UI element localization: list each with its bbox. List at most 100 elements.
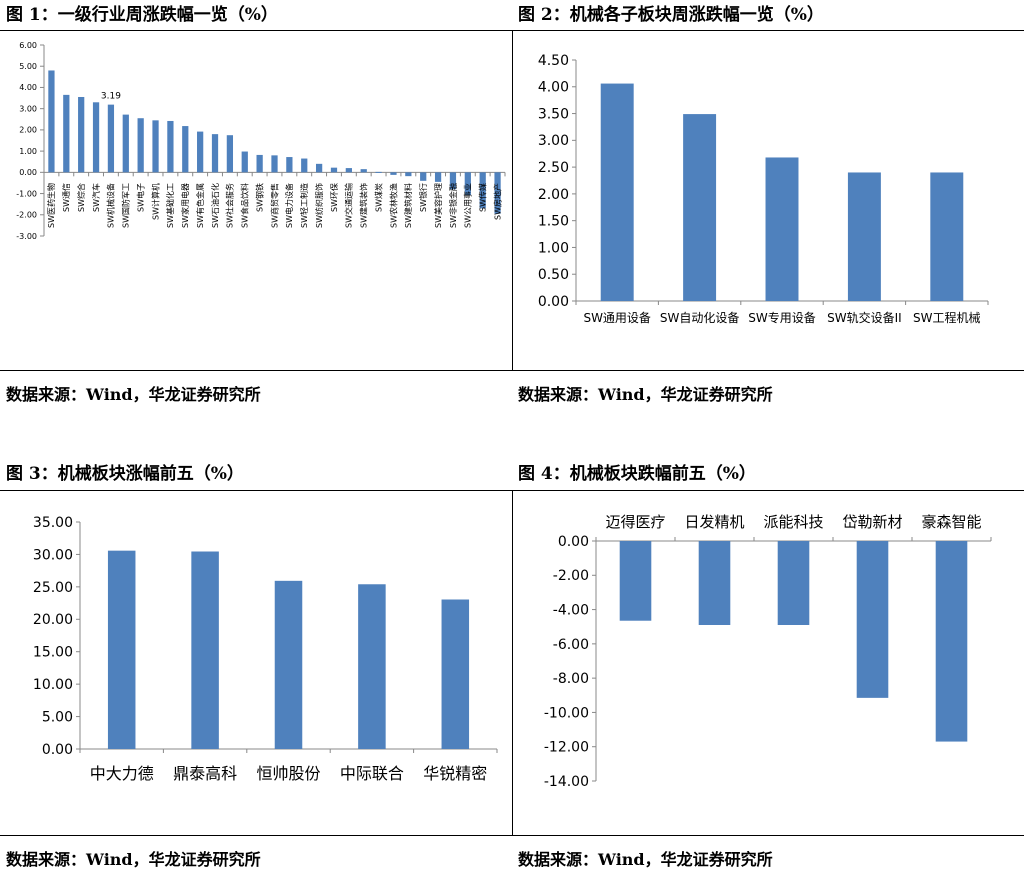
y-tick-label: 4.00 xyxy=(538,80,569,96)
category-label: SW钢铁 xyxy=(254,183,264,212)
category-label: 岱勒新材 xyxy=(842,513,902,531)
category-label: SW纺织服饰 xyxy=(314,183,324,228)
category-label: SW食品饮料 xyxy=(240,183,250,228)
y-tick-label: 4.00 xyxy=(19,83,37,92)
category-label: SW计算机 xyxy=(150,183,160,220)
y-tick-label: 6.00 xyxy=(19,41,37,50)
bar xyxy=(107,104,115,173)
bar xyxy=(256,154,263,173)
category-label: SW机械设备 xyxy=(106,183,116,228)
y-tick-label: 2.50 xyxy=(538,160,569,176)
bar xyxy=(345,168,352,173)
category-label: SW电力设备 xyxy=(284,183,294,228)
bar xyxy=(191,551,219,749)
y-tick-label: -10.00 xyxy=(544,705,589,721)
category-label: SW基础化工 xyxy=(165,183,175,228)
bar xyxy=(390,172,397,175)
y-tick-label: 2.00 xyxy=(538,187,569,203)
data-label: 3.19 xyxy=(101,92,121,102)
machinery-top-gainers-chart: 0.00 5.00 10.00 15.00 20.00 25.00 30.00 35.00 中大… xyxy=(33,515,498,783)
category-label: SW汽车 xyxy=(91,183,101,212)
bar xyxy=(375,171,382,173)
bar xyxy=(683,114,717,301)
category-label: SW社会服务 xyxy=(225,183,235,228)
figure-2-source: 数据来源：Wind，华龙证券研究所 xyxy=(518,385,773,404)
category-label: SW建筑装饰 xyxy=(359,183,369,228)
figure-2-title: 图 2：机械各子板块周涨跌幅一览（%） xyxy=(518,5,824,25)
y-tick-label: 10.00 xyxy=(33,677,73,693)
category-label: SW家用电器 xyxy=(180,183,190,228)
y-tick-label: 1.00 xyxy=(19,147,37,156)
y-tick-label: -12.00 xyxy=(544,740,589,756)
bar xyxy=(286,157,293,173)
y-tick-label: 0.50 xyxy=(538,267,569,283)
bar xyxy=(434,172,442,182)
category-label: SW国防军工 xyxy=(121,183,131,228)
bar xyxy=(777,541,810,625)
bar xyxy=(856,541,889,698)
bar xyxy=(360,169,367,173)
bar xyxy=(92,102,100,173)
y-tick-label: 1.50 xyxy=(538,214,569,230)
figure-4-title: 图 4：机械板块跌幅前五（%） xyxy=(518,464,756,484)
y-tick-label: -1.00 xyxy=(16,189,37,198)
y-tick-label: 3.50 xyxy=(538,106,569,122)
y-tick-label: 30.00 xyxy=(33,547,73,563)
bar xyxy=(48,70,55,173)
y-tick-label: 25.00 xyxy=(33,580,73,596)
category-label: SW石油石化 xyxy=(210,183,220,228)
bar xyxy=(271,155,278,173)
bar xyxy=(211,134,219,173)
bar xyxy=(197,131,204,173)
category-label: 派能科技 xyxy=(763,513,823,531)
bar xyxy=(847,172,881,301)
category-label: SW交通运输 xyxy=(344,183,354,228)
bar xyxy=(315,163,323,173)
bar xyxy=(420,172,427,181)
category-label: SW有色金属 xyxy=(195,183,205,228)
category-label: SW轨交设备II xyxy=(827,310,902,325)
center-divider-2 xyxy=(512,490,513,836)
figure-1-title: 图 1：一级行业周涨跌幅一览（%） xyxy=(6,5,278,25)
y-tick-label: -3.00 xyxy=(16,232,37,241)
bar xyxy=(152,120,159,173)
bar xyxy=(441,599,470,749)
bar xyxy=(935,541,968,742)
bar xyxy=(226,135,234,173)
bar xyxy=(930,172,964,301)
bar xyxy=(63,94,70,173)
category-label: SW电子 xyxy=(135,183,145,212)
y-tick-label: 5.00 xyxy=(42,709,73,725)
bar xyxy=(479,172,486,209)
y-tick-label: -4.00 xyxy=(553,602,589,618)
center-divider-1 xyxy=(512,30,513,371)
category-label: SW综合 xyxy=(76,183,86,212)
y-tick-label: 0.00 xyxy=(19,168,37,177)
bar xyxy=(182,126,189,173)
category-label: SW通信 xyxy=(61,183,71,212)
figure-3-title: 图 3：机械板块涨幅前五（%） xyxy=(6,464,244,484)
figure-1-source: 数据来源：Wind，华龙证券研究所 xyxy=(6,385,261,404)
y-tick-label: 3.00 xyxy=(538,133,569,149)
y-tick-label: 1.00 xyxy=(538,240,569,256)
category-label: 中际联合 xyxy=(340,764,404,783)
bar xyxy=(464,172,471,196)
bar xyxy=(449,172,457,190)
category-label: SW轻工制造 xyxy=(299,183,309,228)
bar xyxy=(78,96,85,173)
category-label: SW商贸零售 xyxy=(269,183,279,228)
bar xyxy=(698,541,731,625)
bar xyxy=(358,584,386,749)
category-label: SW自动化设备 xyxy=(660,311,739,325)
bar xyxy=(137,118,144,173)
bar xyxy=(241,151,248,173)
category-label: SW公用事业 xyxy=(463,183,473,228)
category-label: SW农林牧渔 xyxy=(388,183,398,228)
category-label: 恒帅股份 xyxy=(256,764,320,783)
category-label: 迈得医疗 xyxy=(605,513,665,531)
bar xyxy=(405,172,412,177)
y-tick-label: 20.00 xyxy=(33,612,73,628)
bar xyxy=(122,114,129,173)
machinery-subsector-chart: 0.00 0.50 1.00 1.50 2.00 2.50 3.00 3.50 4.00 4.50… xyxy=(538,53,989,325)
category-label: SW建筑材料 xyxy=(403,183,413,228)
